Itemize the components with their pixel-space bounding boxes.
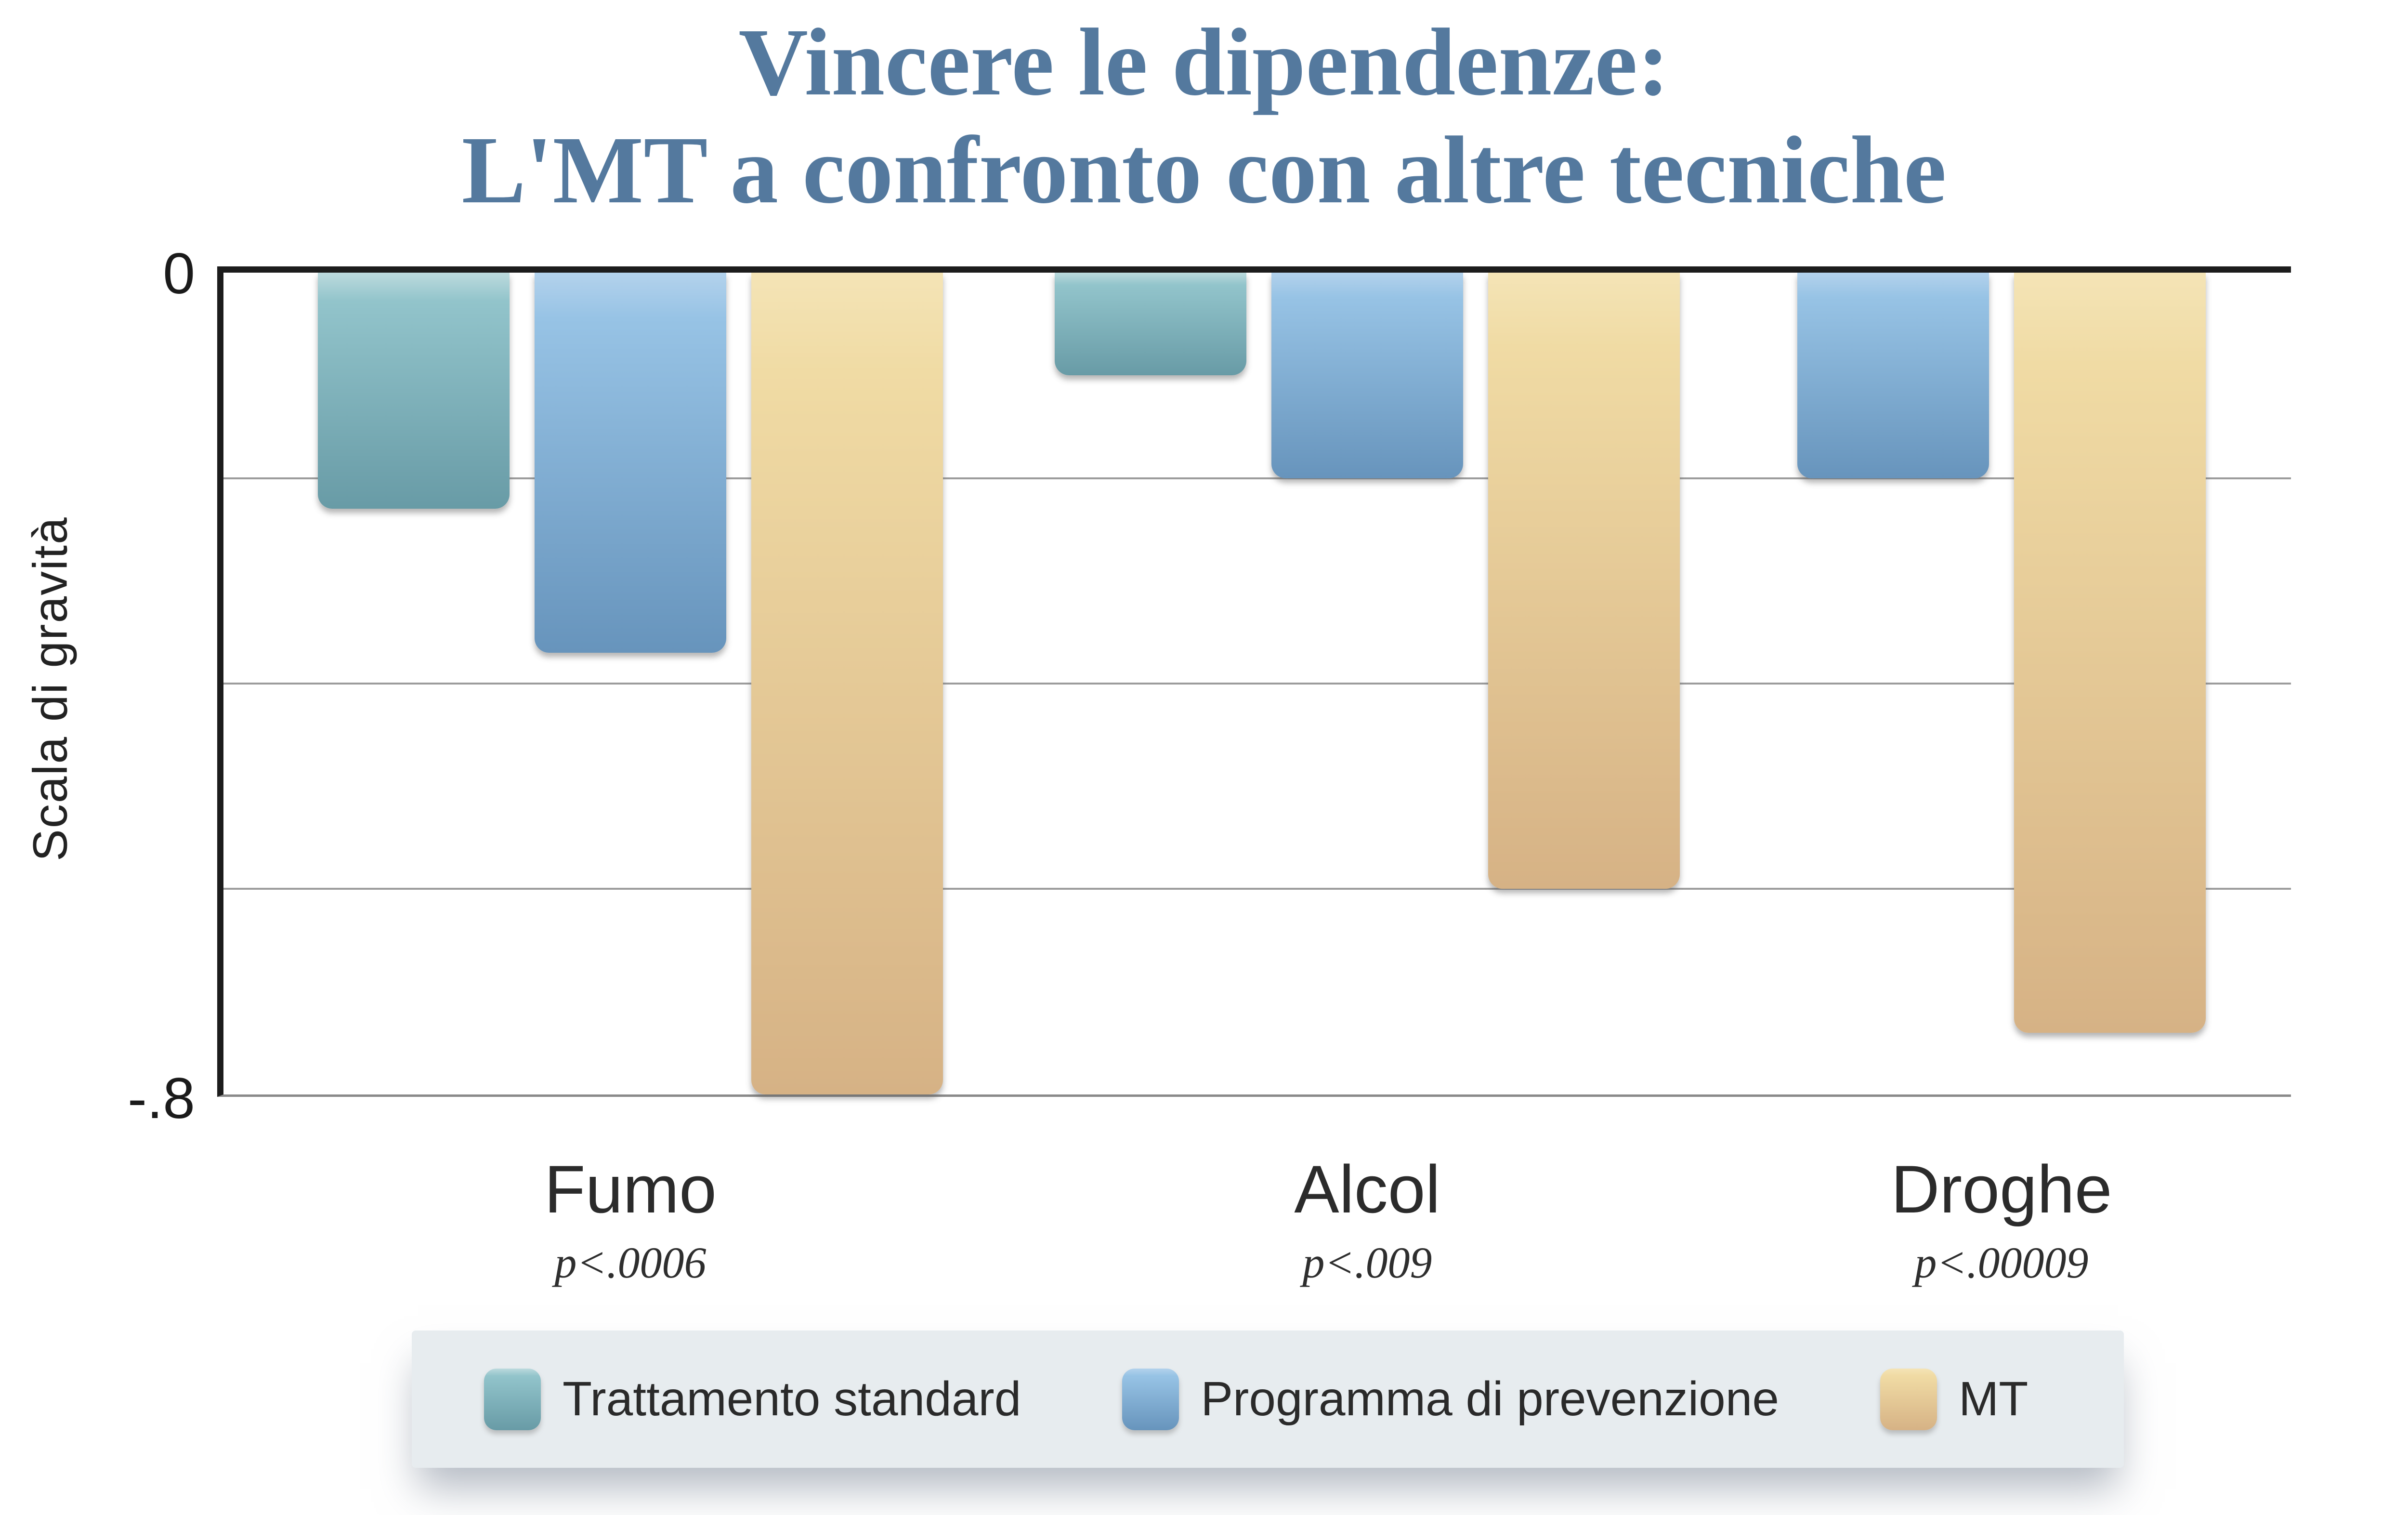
legend-label-mt: MT bbox=[1958, 1372, 2028, 1426]
gridline--0.6 bbox=[223, 888, 2291, 890]
chart-title-line2: L'MT a confronto con altre tecniche bbox=[461, 117, 1947, 224]
p-value-label-fumo: p<.0006 bbox=[554, 1238, 707, 1287]
legend-item-prevention: Programma di prevenzione bbox=[1122, 1368, 1779, 1430]
bar-droghe-prevention bbox=[1797, 273, 1989, 478]
bar-alcol-prevention bbox=[1271, 273, 1463, 478]
y-tick-zero: 0 bbox=[163, 241, 195, 306]
bar-alcol-mt bbox=[1488, 273, 1680, 889]
bar-fumo-mt bbox=[751, 273, 943, 1094]
category-label-alcol: Alcol bbox=[1294, 1151, 1440, 1227]
chart-title-line1: Vincere le dipendenze: bbox=[738, 9, 1670, 116]
legend-item-mt: MT bbox=[1880, 1368, 2028, 1430]
legend-swatch-mt bbox=[1880, 1368, 1937, 1430]
legend-item-standard: Trattamento standard bbox=[484, 1368, 1021, 1430]
legend-swatch-prevention bbox=[1122, 1368, 1179, 1430]
p-value-label-alcol: p<.009 bbox=[1302, 1238, 1432, 1287]
y-tick-neg08: -.8 bbox=[127, 1066, 195, 1131]
chart-title: Vincere le dipendenze: L'MT a confronto … bbox=[0, 9, 2408, 224]
plot-area bbox=[217, 266, 2291, 1097]
p-value-label-droghe: p<.00009 bbox=[1914, 1238, 2089, 1287]
bar-alcol-standard bbox=[1055, 273, 1246, 375]
gridline--0.4 bbox=[223, 683, 2291, 685]
bar-fumo-prevention bbox=[535, 273, 726, 653]
bar-droghe-mt bbox=[2014, 273, 2206, 1033]
bar-fumo-standard bbox=[318, 273, 510, 509]
y-axis-title: Scala di gravità bbox=[23, 516, 78, 861]
plot-inner bbox=[223, 273, 2291, 1094]
category-label-fumo: Fumo bbox=[544, 1151, 717, 1227]
category-label-droghe: Droghe bbox=[1891, 1151, 2112, 1227]
legend-label-prevention: Programma di prevenzione bbox=[1201, 1372, 1779, 1426]
legend: Trattamento standard Programma di preven… bbox=[412, 1331, 2124, 1468]
legend-swatch-standard bbox=[484, 1368, 541, 1430]
legend-label-standard: Trattamento standard bbox=[563, 1372, 1021, 1426]
gridline--0.2 bbox=[223, 477, 2291, 479]
